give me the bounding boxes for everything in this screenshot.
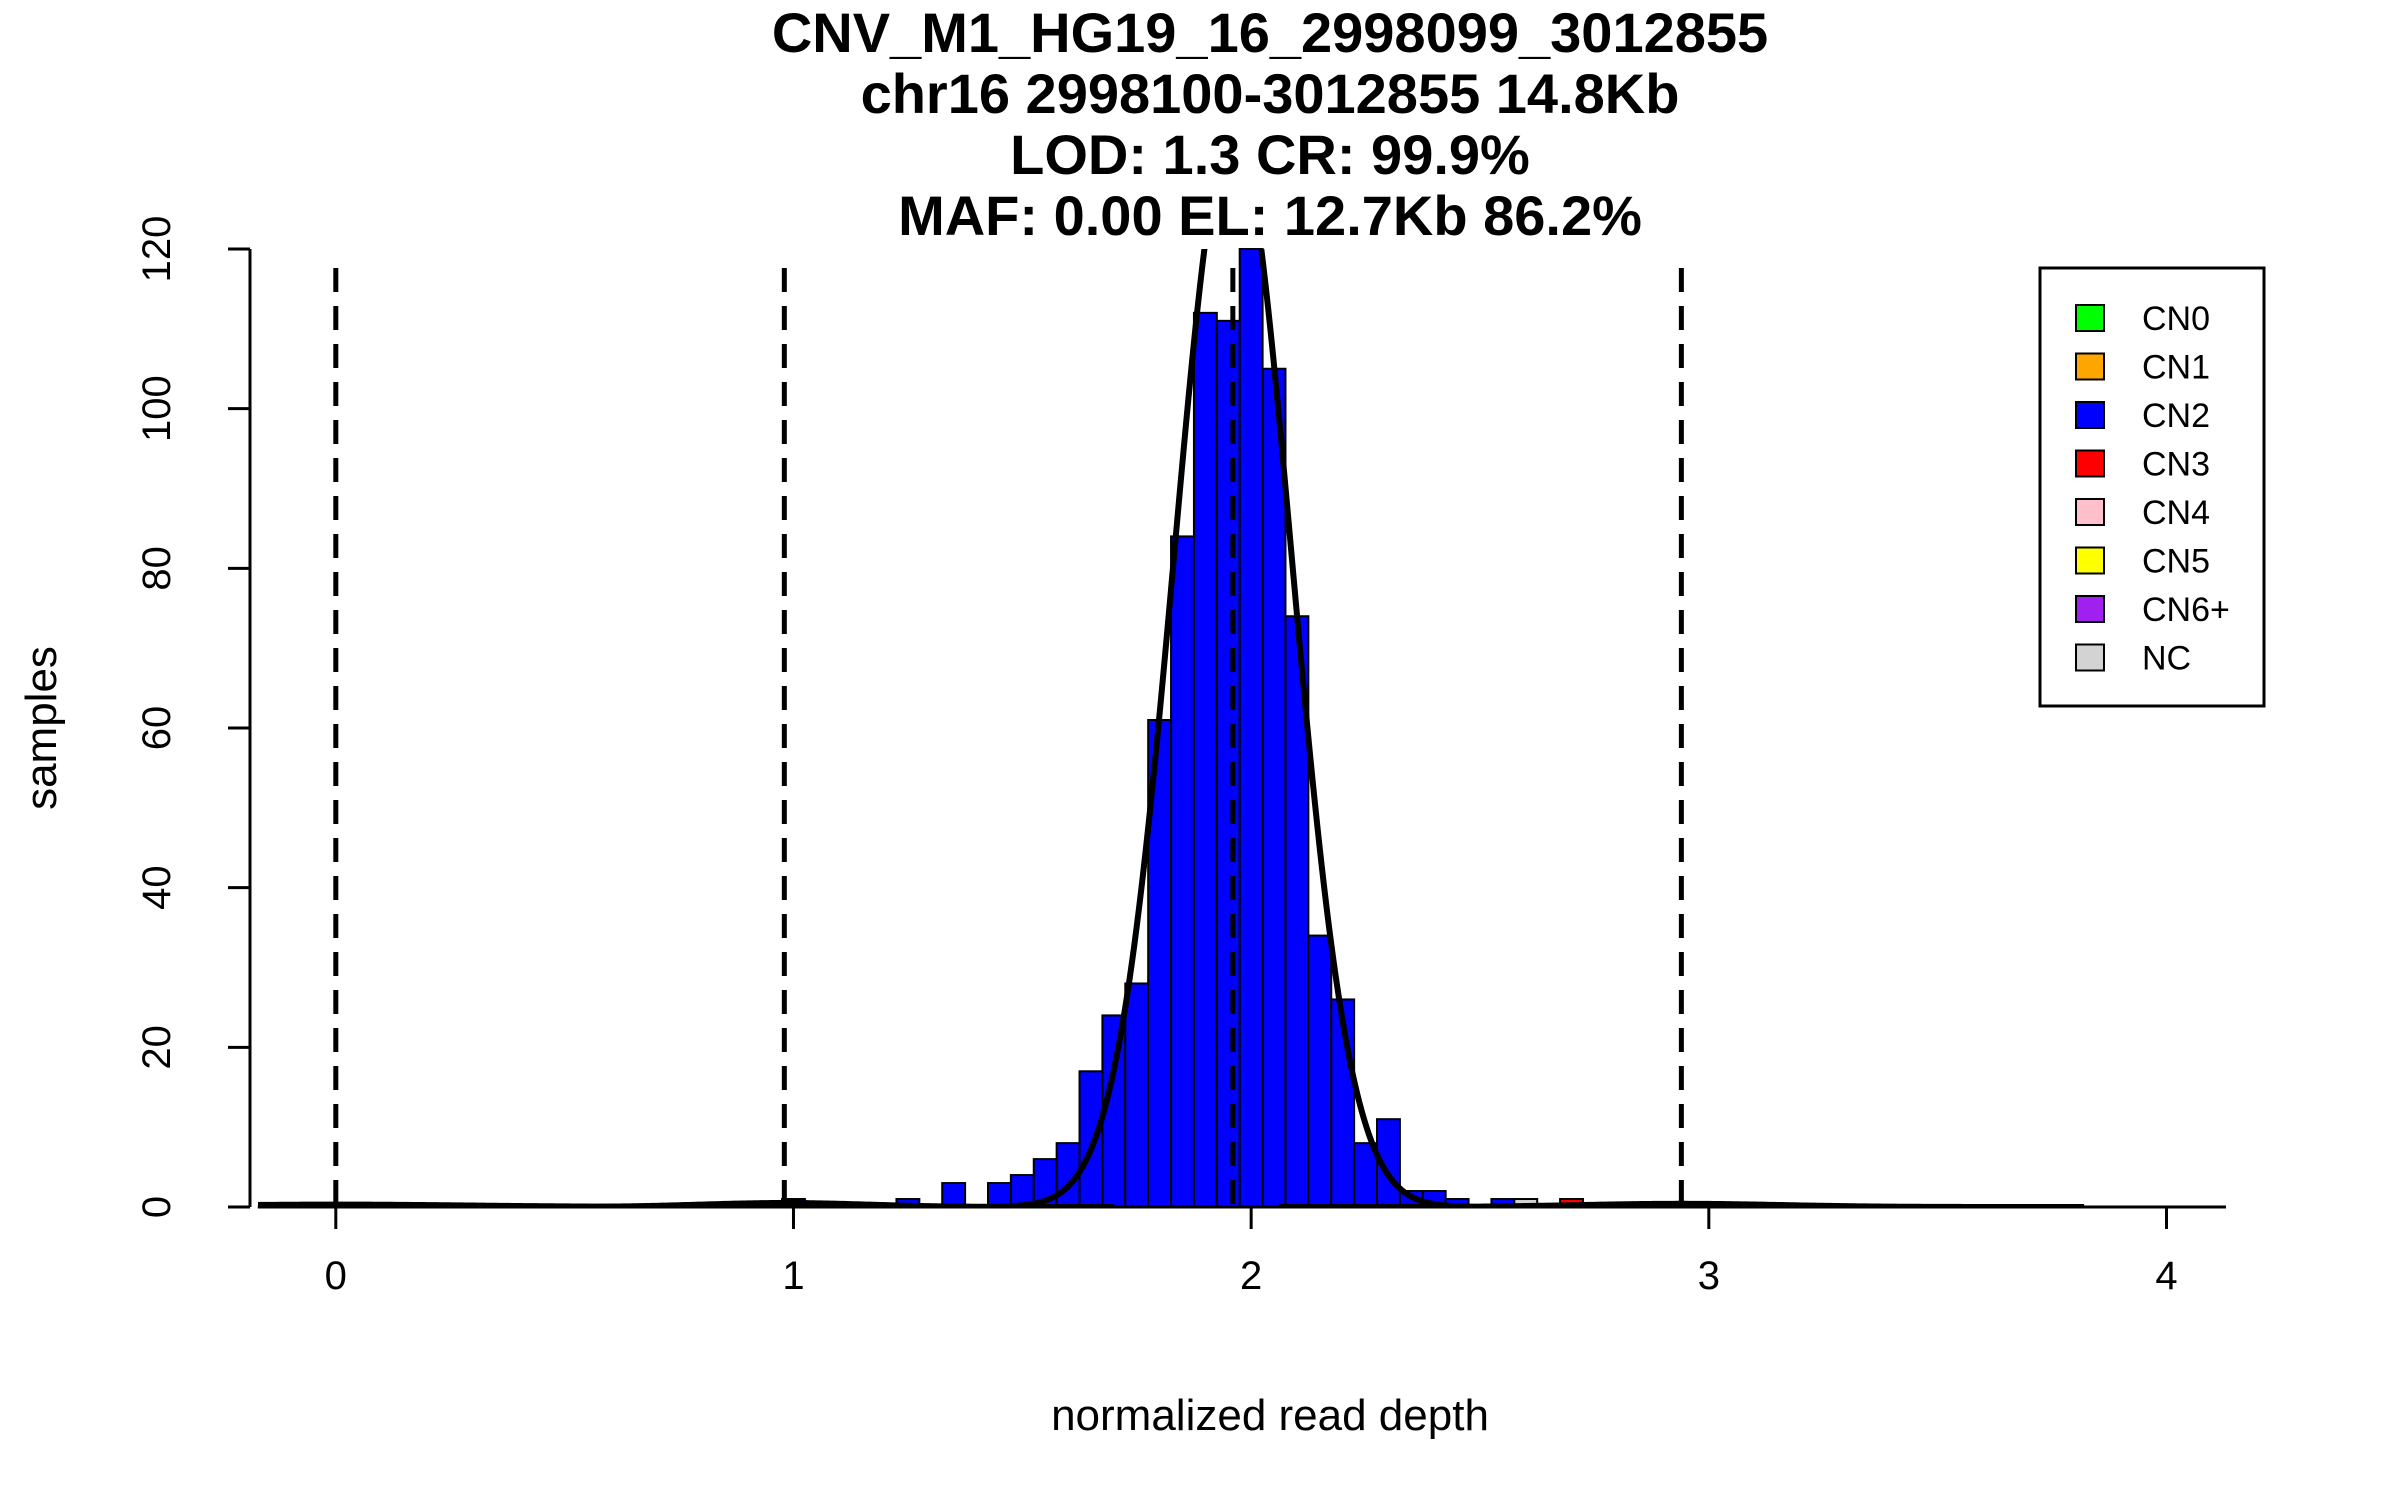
x-axis: 0 1 2 3 4 <box>257 1205 2226 1298</box>
chart-title: CNV_M1_HG19_16_2998099_3012855 chr16 299… <box>772 1 1768 247</box>
y-tick-label-1: 20 <box>135 1025 179 1070</box>
x-tick-label-3: 3 <box>1698 1254 1720 1298</box>
histogram-bar-13 <box>1215 319 1241 1209</box>
legend-label-cn0: CN0 <box>2142 300 2210 338</box>
legend-label-cn1: CN1 <box>2142 349 2210 387</box>
x-tick-label-4: 4 <box>2155 1254 2177 1298</box>
y-tick-label-4: 80 <box>135 546 179 591</box>
x-tick-label-1: 1 <box>782 1254 804 1298</box>
title-line-4: MAF: 0.00 EL: 12.7Kb 86.2% <box>898 184 1642 247</box>
legend-swatch-cn6plus <box>2075 595 2105 623</box>
legend-swatch-cn5 <box>2075 546 2105 575</box>
y-tick-label-5: 100 <box>135 375 179 442</box>
legend-label-cn3: CN3 <box>2142 446 2210 484</box>
legend-label-cn2: CN2 <box>2142 397 2210 435</box>
histogram-bar-11 <box>1170 535 1195 1208</box>
histogram-bar-7 <box>1078 1070 1104 1208</box>
histogram-bars <box>781 248 1584 1209</box>
legend-swatch-cn1 <box>2075 352 2105 381</box>
histogram-bar-14 <box>1238 248 1264 1208</box>
histogram-bar-2 <box>941 1182 967 1209</box>
y-tick-label-2: 40 <box>135 865 179 910</box>
histogram-bar-9 <box>1124 982 1150 1209</box>
title-line-3: LOD: 1.3 CR: 99.9% <box>1010 123 1530 186</box>
y-axis-label: samples <box>17 646 66 810</box>
x-tick-label-2: 2 <box>1240 1254 1262 1298</box>
legend-swatch-nc <box>2075 643 2105 672</box>
legend: CN0 CN1 CN2 CN3 CN4 CN5 CN6+ NC <box>2038 266 2266 708</box>
y-tick-label-3: 60 <box>135 706 179 751</box>
legend-swatch-cn2 <box>2075 401 2105 429</box>
histogram-bar-15 <box>1261 367 1287 1208</box>
title-line-2: chr16 2998100-3012855 14.8Kb <box>861 62 1680 125</box>
histogram-bar-17 <box>1307 934 1333 1208</box>
x-tick-label-0: 0 <box>325 1254 347 1298</box>
legend-label-cn6plus: CN6+ <box>2142 591 2230 629</box>
legend-box <box>2038 266 2266 708</box>
legend-label-cn4: CN4 <box>2142 494 2210 532</box>
title-line-1: CNV_M1_HG19_16_2998099_3012855 <box>772 1 1768 64</box>
y-axis: 0 20 40 60 80 100 120 <box>135 216 252 1218</box>
legend-swatch-cn4 <box>2075 498 2105 526</box>
legend-swatch-cn3 <box>2075 449 2105 478</box>
histogram-bar-12 <box>1192 311 1218 1209</box>
y-tick-label-6: 120 <box>135 216 179 283</box>
threshold-lines <box>333 268 1684 1207</box>
x-axis-label: normalized read depth <box>1051 1391 1489 1440</box>
legend-label-cn5: CN5 <box>2142 543 2210 581</box>
legend-swatch-cn0 <box>2075 304 2105 332</box>
legend-label-nc: NC <box>2142 640 2191 678</box>
y-tick-label-0: 0 <box>135 1196 179 1218</box>
fit-curve-cn2 <box>998 249 1468 1207</box>
